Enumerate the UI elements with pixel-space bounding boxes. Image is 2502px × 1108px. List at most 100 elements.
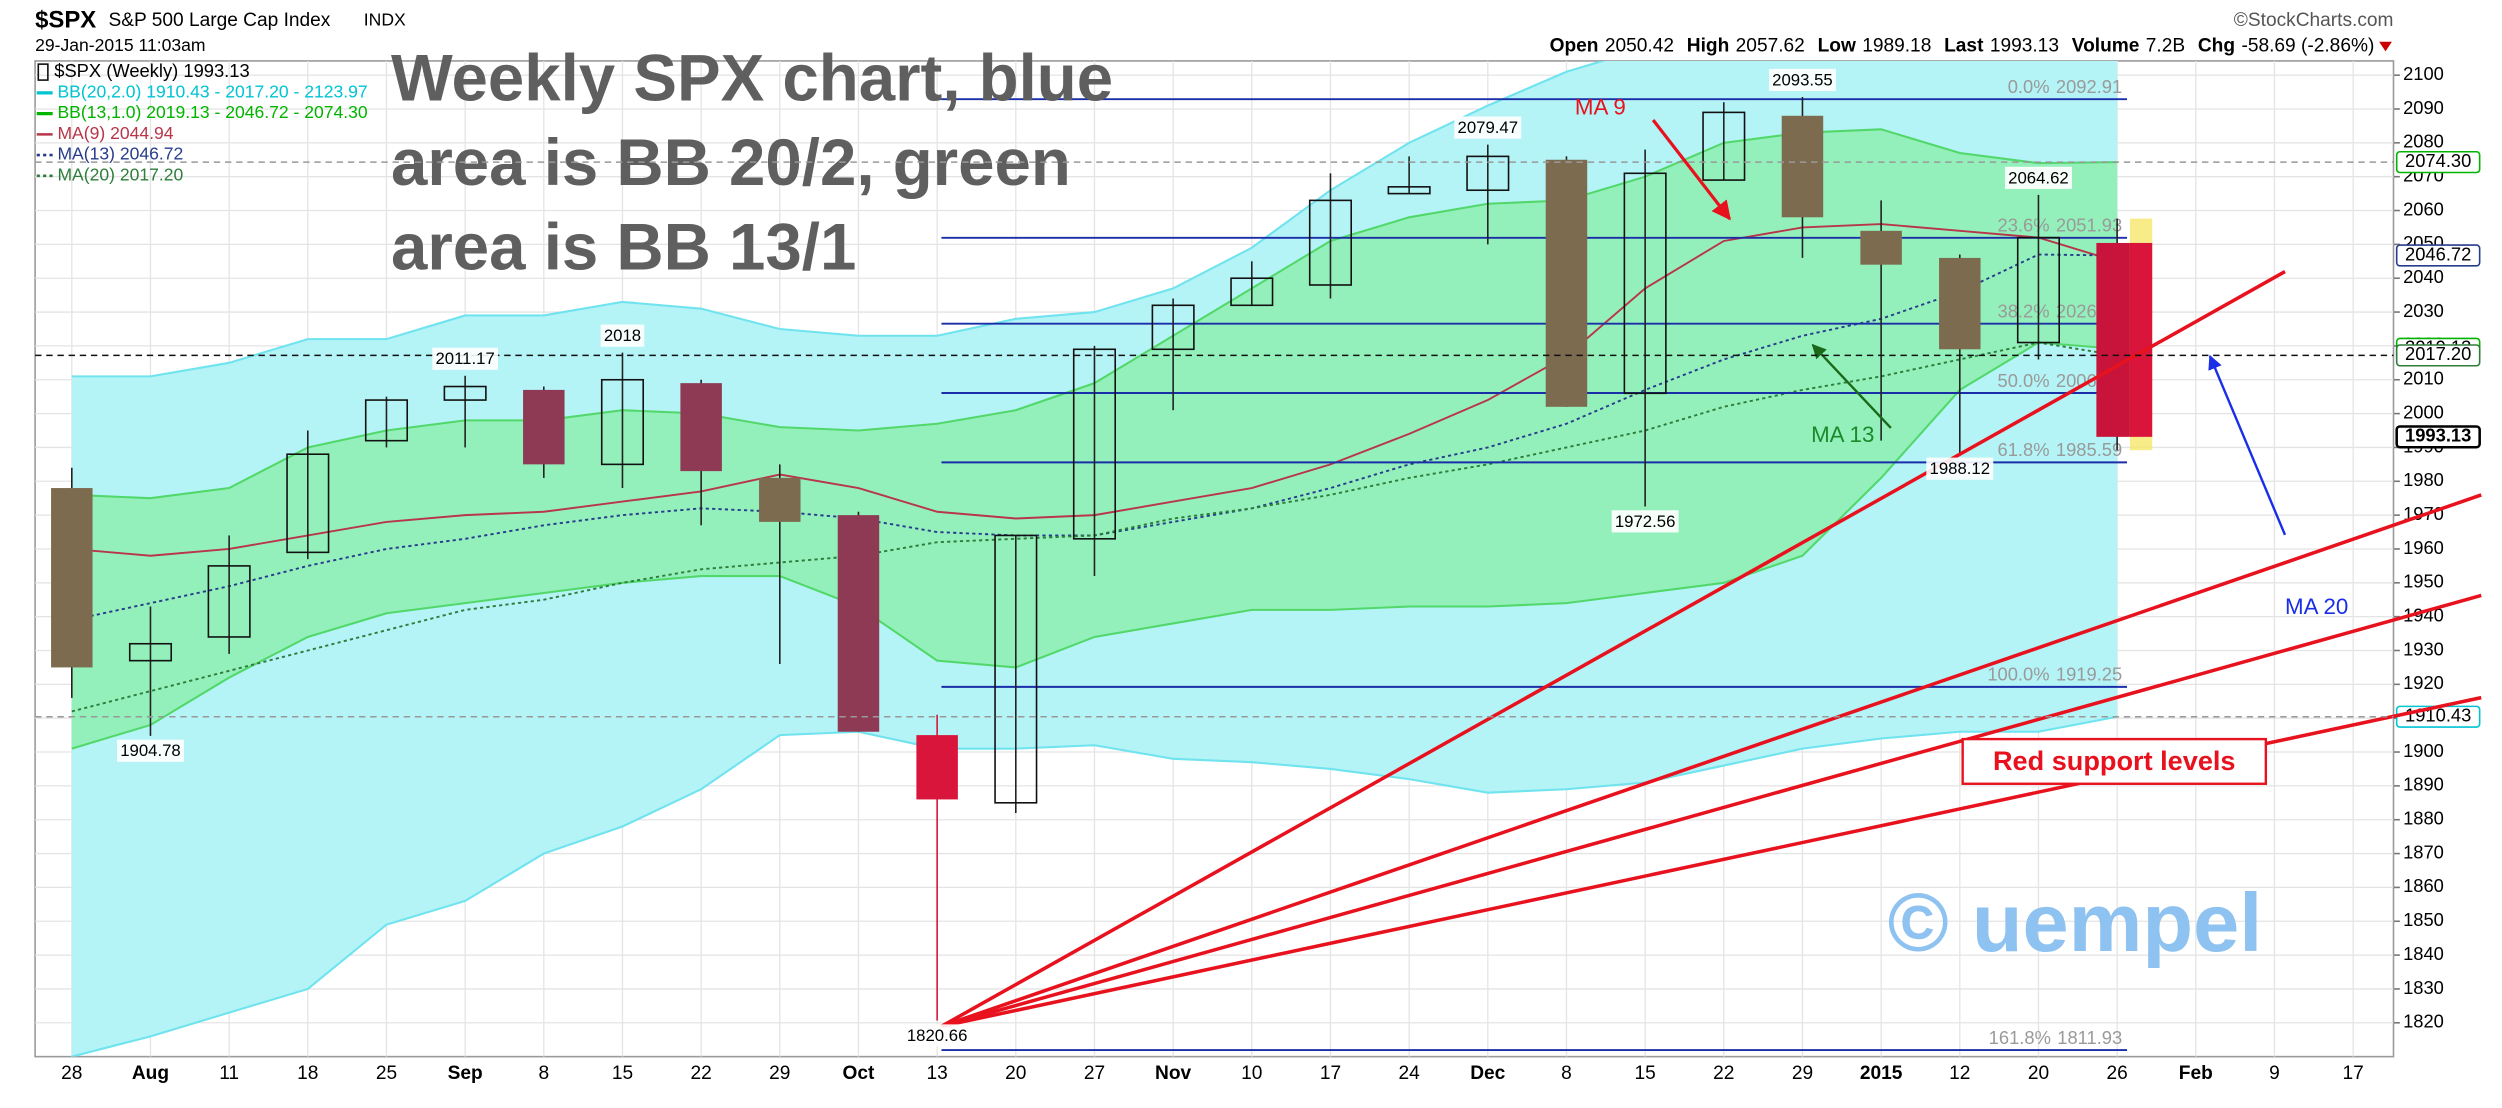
band-lower bbox=[71, 341, 2118, 750]
x-tick-label: 22 bbox=[1713, 1063, 1734, 1084]
x-tick-label: 20 bbox=[2028, 1063, 2049, 1084]
source: ©StockCharts.com bbox=[2234, 10, 2394, 31]
price-label-box bbox=[1768, 68, 1836, 92]
candle-body bbox=[1860, 230, 1902, 265]
y-tick-label: 1870 bbox=[2403, 841, 2444, 862]
axis-tag-label: 2017.20 bbox=[2405, 343, 2471, 364]
price-label-box bbox=[903, 1024, 971, 1047]
legend-label: BB(13,1.0) 2019.13 - 2046.72 - 2074.30 bbox=[57, 102, 367, 122]
candle-body bbox=[443, 385, 487, 401]
quote-label: Volume bbox=[2072, 36, 2140, 57]
candle-body bbox=[1781, 115, 1824, 218]
quote-value: 2057.62 bbox=[1736, 36, 1805, 57]
axes: 1820183018401850186018701880189019001910… bbox=[61, 63, 2481, 1084]
x-tick-label: 8 bbox=[538, 1063, 549, 1084]
y-tick-label: 1860 bbox=[2403, 875, 2444, 896]
candle-body bbox=[207, 565, 251, 638]
fib-label: 61.8% 1985.59 bbox=[1998, 439, 2123, 460]
y-tick-label: 2010 bbox=[2403, 368, 2444, 389]
band-lower bbox=[71, 715, 2118, 1057]
x-tick-label: 15 bbox=[1634, 1063, 1655, 1084]
candle-body bbox=[2016, 236, 2061, 344]
candle-body bbox=[1230, 277, 1274, 307]
band-upper bbox=[71, 60, 1607, 378]
axis-tag bbox=[2395, 425, 2481, 449]
fib-pct: 50.0% bbox=[1998, 370, 2050, 391]
x-tick-label: 27 bbox=[1084, 1063, 1105, 1084]
price-label: 2064.62 bbox=[2008, 168, 2069, 187]
down-arrow bbox=[2379, 41, 2392, 52]
x-tick-label: Nov bbox=[1155, 1063, 1191, 1084]
axis-tag bbox=[2395, 244, 2481, 267]
x-tick-label: 18 bbox=[297, 1063, 318, 1084]
candle-body bbox=[1702, 111, 1746, 181]
x-tick-label: 13 bbox=[926, 1063, 947, 1084]
price-label: 2079.47 bbox=[1458, 118, 1519, 137]
candle-body bbox=[1387, 186, 1431, 195]
x-tick-label: 2015 bbox=[1860, 1063, 1903, 1084]
last-candle-body bbox=[2129, 242, 2153, 437]
support-label: Red support levels bbox=[1993, 745, 2236, 776]
x-tick-label: 10 bbox=[1241, 1063, 1262, 1084]
x-tick-label: 8 bbox=[1561, 1063, 1572, 1084]
x-tick-label: 15 bbox=[612, 1063, 633, 1084]
x-tick-label: 17 bbox=[2342, 1063, 2363, 1084]
x-tick-label: Feb bbox=[2179, 1063, 2213, 1084]
y-tick-label: 2090 bbox=[2403, 97, 2444, 118]
axis-tag-label: 1993.13 bbox=[2405, 425, 2471, 446]
price-label: 1820.66 bbox=[907, 1026, 968, 1045]
y-tick-label: 2040 bbox=[2403, 266, 2444, 287]
quote-value: 7.2B bbox=[2146, 36, 2185, 57]
price-label-box bbox=[1454, 116, 1522, 139]
legend-icon bbox=[37, 63, 49, 81]
fib-pct: 0.0% bbox=[2008, 76, 2050, 97]
title: $SPX bbox=[35, 6, 96, 33]
y-tick-label: 1900 bbox=[2403, 740, 2444, 761]
price-label: 1988.12 bbox=[1930, 459, 1991, 478]
fib-label: 100.0% 1919.25 bbox=[1987, 664, 2122, 685]
axis-tag-label: 2074.30 bbox=[2405, 150, 2471, 171]
fib-label: 23.6% 2051.93 bbox=[1998, 215, 2123, 236]
quote-value: 1993.13 bbox=[1990, 36, 2059, 57]
x-tick-label: 22 bbox=[690, 1063, 711, 1084]
fib-pct: 61.8% bbox=[1998, 439, 2050, 460]
y-tick-label: 1850 bbox=[2403, 909, 2444, 930]
y-tick-label: 1930 bbox=[2403, 638, 2444, 659]
candle-body bbox=[916, 735, 958, 800]
candle-body bbox=[1308, 199, 1353, 286]
candle-body bbox=[600, 378, 645, 466]
fib-value: 2092.91 bbox=[2056, 76, 2122, 97]
quote-value: 2050.42 bbox=[1605, 36, 1674, 57]
candle-body bbox=[1151, 304, 1195, 351]
y-tick-label: 2060 bbox=[2403, 198, 2444, 219]
legend-label: MA(13) 2046.72 bbox=[57, 144, 183, 164]
x-tick-label: Oct bbox=[843, 1063, 876, 1084]
axis-tag bbox=[2395, 344, 2481, 367]
quote-value: -58.69 (-2.86%) bbox=[2241, 36, 2374, 57]
fib-pct: 100.0% bbox=[1987, 664, 2049, 685]
fib-pct: 161.8% bbox=[1989, 1027, 2051, 1048]
x-tick-label: Sep bbox=[448, 1063, 483, 1084]
y-tick-label: 1840 bbox=[2403, 943, 2444, 964]
quote-label: Last bbox=[1944, 36, 1984, 57]
fib-value: 1811.93 bbox=[2057, 1027, 2122, 1048]
candle-body bbox=[364, 399, 409, 442]
arrow bbox=[1811, 343, 1892, 429]
quote: Open 2050.42 High 2057.62 Low 1989.18 Last 1993… bbox=[1550, 36, 2375, 57]
axis-tag-label: 2046.72 bbox=[2405, 243, 2471, 264]
ma13-label: MA 13 bbox=[1811, 422, 1874, 447]
x-tick-label: 29 bbox=[1792, 1063, 1813, 1084]
y-tick-label: 1950 bbox=[2403, 571, 2444, 592]
y-tick-label: 2000 bbox=[2403, 401, 2444, 422]
note-line: Weekly SPX chart, blue bbox=[391, 42, 1113, 115]
quote-value: 1989.18 bbox=[1862, 36, 1931, 57]
fib-value: 1985.59 bbox=[2056, 439, 2122, 460]
ma9-label: MA 9 bbox=[1575, 95, 1626, 120]
support-box bbox=[1961, 737, 2268, 785]
x-tick-label: 20 bbox=[1005, 1063, 1026, 1084]
y-tick-label: 1980 bbox=[2403, 469, 2444, 490]
candle-body bbox=[1939, 257, 1981, 350]
